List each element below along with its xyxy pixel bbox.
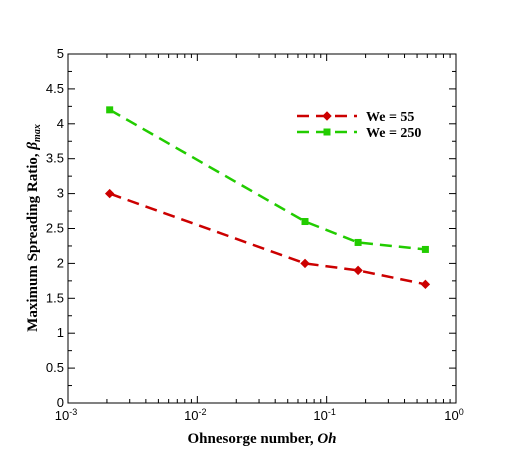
data-point: [104, 188, 115, 199]
x-tick-label: 10-2: [184, 407, 206, 423]
data-point: [354, 238, 362, 246]
plot-frame: [67, 53, 457, 404]
y-tick-label: 3.5: [46, 151, 64, 166]
legend-marker: [323, 128, 331, 136]
legend-label: We = 55: [366, 110, 414, 125]
data-point: [421, 245, 429, 253]
x-tick-label: 10-3: [55, 407, 77, 423]
legend-marker: [322, 111, 332, 121]
series-1: [104, 188, 431, 290]
y-tick-label: 3: [57, 186, 64, 201]
x-axis-title: Ohnesorge number, Oh: [187, 431, 336, 447]
y-tick-label: 1: [57, 325, 64, 340]
series-2: [106, 106, 429, 253]
y-tick-label: 1.5: [46, 290, 64, 305]
series-layer: [104, 106, 431, 290]
y-tick-label: 2.5: [46, 221, 64, 236]
x-tick-label: 10-1: [313, 407, 335, 423]
y-tick-label: 0: [57, 395, 64, 410]
y-axis: 0 0.5 1 1.5 2 2.5 3 3.5 4 4.5 5: [46, 46, 456, 410]
data-point: [353, 265, 363, 276]
data-point: [420, 279, 431, 290]
legend-item: We = 250: [297, 126, 421, 141]
y-tick-label: 2: [57, 255, 64, 270]
y-tick-label: 4: [57, 116, 64, 131]
series-line: [109, 108, 426, 251]
y-axis-title: Maximum Spreading Ratio, βmax: [25, 124, 43, 332]
series-line: [109, 192, 426, 286]
legend-label: We = 250: [366, 126, 421, 141]
x-tick-label: 100: [444, 407, 463, 423]
y-tick-label: 5: [57, 46, 64, 61]
x-axis: 10-3 10-2 10-1 100: [55, 54, 464, 423]
legend-item: We = 55: [297, 110, 414, 125]
y-tick-label: 0.5: [46, 360, 64, 375]
data-point: [106, 106, 114, 114]
y-tick-label: 4.5: [46, 81, 64, 96]
data-point: [300, 258, 310, 269]
data-point: [301, 218, 309, 226]
